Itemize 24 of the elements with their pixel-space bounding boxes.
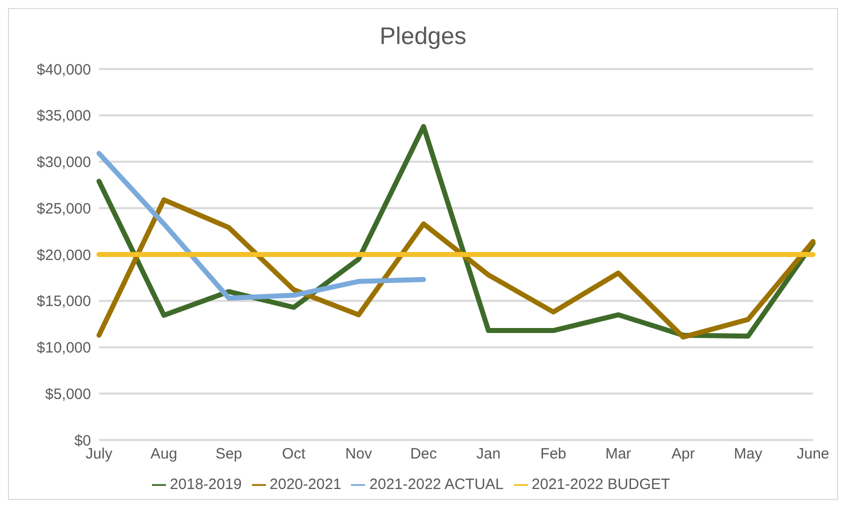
y-tick-label: $35,000 [36,108,91,125]
x-tick-label: Feb [540,446,566,463]
y-tick-label: $15,000 [36,293,91,310]
x-tick-label: Dec [410,446,438,463]
x-tick-label: Oct [282,446,306,463]
x-tick-label: Apr [672,446,695,463]
x-tick-label: Jan [476,446,501,463]
x-tick-label: Nov [345,446,372,463]
y-tick-label: $40,000 [36,61,91,78]
legend-label: 2018-2019 [170,476,242,493]
legend-label: 2021-2022 ACTUAL [369,476,504,493]
y-tick-label: $25,000 [36,200,91,218]
legend-label: 2020-2021 [270,476,342,493]
chart-title: Pledges [378,22,468,52]
x-tick-label: Aug [150,446,178,463]
y-tick-label: $30,000 [36,154,91,172]
y-tick-label: $10,000 [36,340,91,357]
x-tick-label: May [734,446,763,463]
x-tick-label: Mar [605,446,632,463]
y-tick-label: $5,000 [45,386,91,403]
x-tick-label: Sep [215,446,242,463]
x-tick-label: June [796,446,830,463]
y-tick-label: $20,000 [36,246,91,264]
legend-label: 2021-2022 BUDGET [532,476,670,493]
